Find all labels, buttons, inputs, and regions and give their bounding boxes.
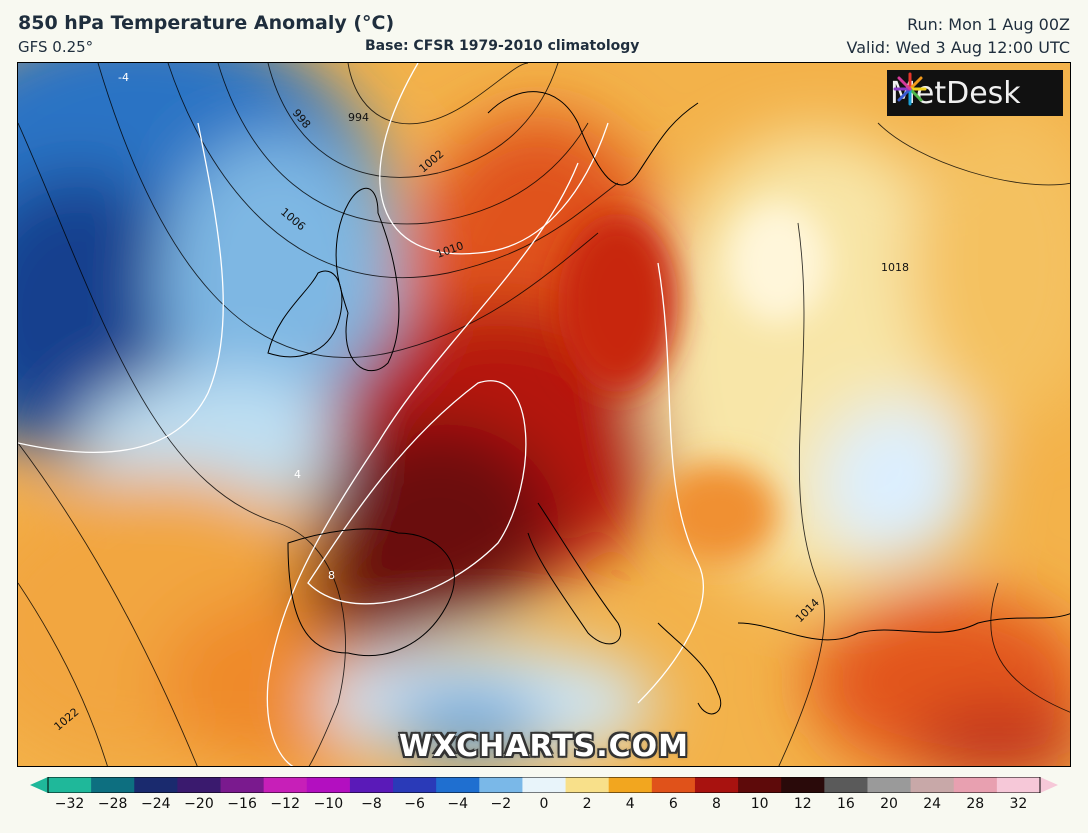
colorbar-cell (953, 777, 998, 793)
colorbar-tick-label: −10 (313, 796, 344, 812)
wxcharts-watermark: WXCHARTS.COM (398, 729, 690, 764)
isobar-lines (18, 63, 1070, 766)
valid-time-label: Valid: Wed 3 Aug 12:00 UTC (846, 38, 1070, 57)
colorbar-cell (436, 777, 480, 793)
anomaly-field (18, 63, 1070, 766)
coastlines (267, 91, 1070, 715)
metdesk-starburst-icon (893, 72, 927, 106)
colorbar-cell (306, 777, 351, 793)
chart-title: 850 hPa Temperature Anomaly (°C) (18, 12, 395, 34)
colorbar-cell (349, 777, 394, 793)
colorbar-cell (393, 777, 437, 793)
colorbar-tick-label: −32 (54, 796, 85, 812)
anomaly-detail (558, 203, 828, 563)
colorbar-cell (996, 777, 1041, 793)
colorbar-cell (263, 777, 308, 793)
colorbar-tick-label: −20 (184, 796, 214, 812)
colorbar-cell (694, 777, 739, 793)
anomaly-contours (18, 63, 704, 766)
colorbar-tick-label: 8 (712, 796, 721, 812)
colorbar-tick-label: 16 (836, 796, 855, 812)
colorbar-tick-label: −2 (490, 796, 512, 812)
colorbar-tick-label: 24 (923, 796, 942, 812)
anomaly-label: 4 (294, 468, 301, 481)
colorbar (30, 777, 1058, 793)
colorbar-tick-labels: −32 −28 −24 −20 −16 −12 −10 −8 −6 −4 −2 0 2 4 6 8 10 12 16… (0, 796, 1088, 820)
anomaly-map: 994 998 1002 1006 1010 1014 1018 1022 -4… (17, 62, 1071, 767)
colorbar-tick-label: 0 (539, 796, 549, 812)
colorbar-cell (867, 777, 912, 793)
climatology-base-label: Base: CFSR 1979-2010 climatology (365, 38, 640, 54)
colorbar-tick-label: 2 (582, 796, 592, 812)
colorbar-tick-label: 28 (966, 796, 985, 812)
colorbar-tick-label: −6 (404, 796, 425, 812)
colorbar-right-arrow (1040, 777, 1058, 793)
colorbar-cell (565, 777, 610, 793)
colorbar-cell (479, 777, 523, 793)
colorbar-tick-label: −8 (361, 796, 382, 812)
colorbar-cell (220, 777, 265, 793)
colorbar-tick-label: 10 (750, 796, 769, 812)
isobar-label: 994 (348, 111, 369, 124)
model-label: GFS 0.25° (18, 38, 94, 56)
colorbar-cell (910, 777, 955, 793)
colorbar-cell (738, 777, 782, 793)
colorbar-cell (608, 777, 653, 793)
colorbar-cell (781, 777, 825, 793)
anomaly-contour-labels: -4 4 8 (118, 71, 335, 582)
colorbar-tick-label: −16 (227, 796, 257, 812)
anomaly-label: 8 (328, 569, 335, 582)
colorbar-cell (48, 777, 92, 793)
colorbar-tick-label: 20 (880, 796, 898, 812)
isobar-label: 1018 (881, 261, 909, 274)
colorbar-cell (134, 777, 178, 793)
colorbar-tick-label: −12 (270, 796, 300, 812)
colorbar-cell (824, 777, 868, 793)
colorbar-cell (522, 777, 567, 793)
colorbar-tick-label: 12 (793, 796, 812, 812)
colorbar-cell (91, 777, 135, 793)
colorbar-tick-label: −28 (97, 796, 128, 812)
colorbar-tick-label: 32 (1009, 796, 1028, 812)
anomaly-label: -4 (118, 71, 129, 84)
colorbar-left-arrow (30, 777, 48, 793)
colorbar-tick-label: −24 (141, 796, 171, 812)
colorbar-tick-label: 4 (625, 796, 635, 812)
colorbar-tick-label: 6 (668, 796, 678, 812)
metdesk-logo-text: MetDesk (890, 75, 1021, 111)
colorbar-cell (177, 777, 222, 793)
run-time-label: Run: Mon 1 Aug 00Z (907, 15, 1070, 34)
map-canvas: 994 998 1002 1006 1010 1014 1018 1022 -4… (18, 63, 1070, 766)
colorbar-tick-label: −4 (447, 796, 469, 812)
colorbar-cell (651, 777, 696, 793)
metdesk-logo: MetDesk (887, 70, 1063, 116)
